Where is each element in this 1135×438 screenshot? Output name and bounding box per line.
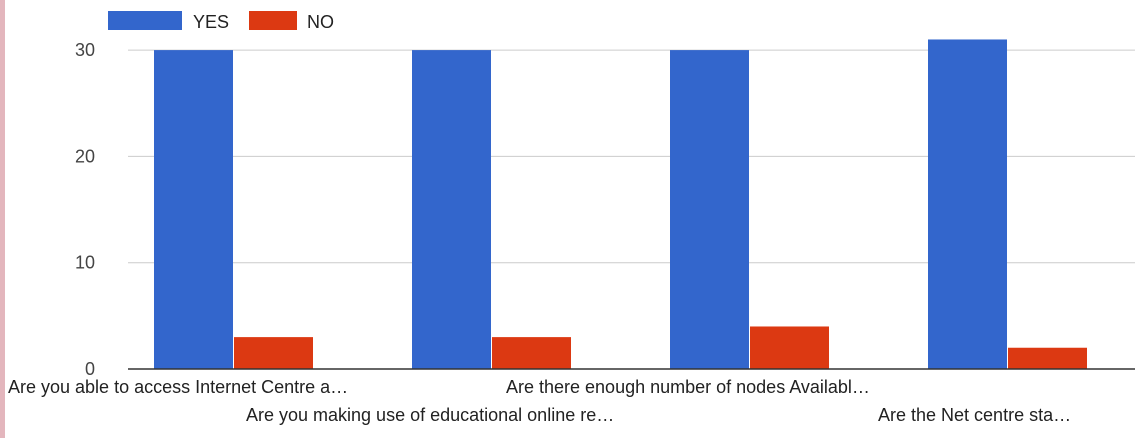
category-label: Are the Net centre sta… bbox=[878, 405, 1071, 425]
bar-yes-1[interactable] bbox=[154, 50, 233, 369]
bar-no-2[interactable] bbox=[492, 337, 571, 369]
y-tick-label: 0 bbox=[85, 359, 95, 379]
y-tick-label: 30 bbox=[75, 40, 95, 60]
legend-label-no[interactable]: NO bbox=[307, 12, 334, 32]
bar-no-1[interactable] bbox=[234, 337, 313, 369]
bar-no-4[interactable] bbox=[1008, 347, 1087, 369]
bar-yes-4[interactable] bbox=[928, 39, 1007, 369]
bar-yes-3[interactable] bbox=[670, 50, 749, 369]
legend[interactable]: YES NO bbox=[108, 11, 334, 32]
legend-swatch-no bbox=[249, 11, 297, 30]
y-tick-labels: 0 10 20 30 bbox=[75, 40, 95, 379]
legend-label-yes[interactable]: YES bbox=[193, 12, 229, 32]
bars bbox=[154, 39, 1087, 369]
left-edge-strip bbox=[0, 0, 5, 438]
legend-swatch-yes bbox=[108, 11, 182, 30]
bar-no-3[interactable] bbox=[750, 326, 829, 369]
y-tick-label: 10 bbox=[75, 253, 95, 273]
category-label: Are there enough number of nodes Availab… bbox=[506, 377, 870, 397]
y-tick-label: 20 bbox=[75, 146, 95, 166]
category-labels: Are you able to access Internet Centre a… bbox=[8, 377, 1071, 425]
category-label: Are you making use of educational online… bbox=[246, 405, 614, 425]
bar-yes-2[interactable] bbox=[412, 50, 491, 369]
category-label: Are you able to access Internet Centre a… bbox=[8, 377, 348, 397]
